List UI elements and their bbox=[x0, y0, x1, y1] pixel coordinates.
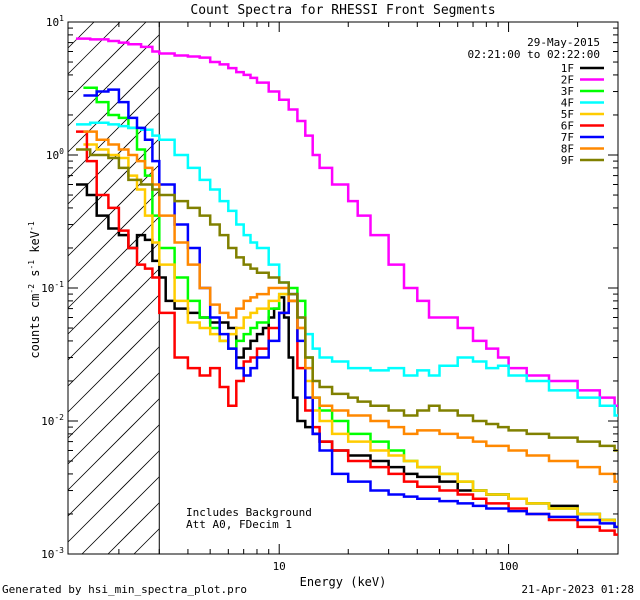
hatched-region bbox=[67, 21, 160, 555]
x-tick-labels: 10 100 bbox=[273, 560, 519, 573]
hatch-line bbox=[67, 86, 160, 179]
hatch-line bbox=[81, 476, 160, 555]
series-line-7F bbox=[83, 88, 618, 529]
y-tick-label: 10-1 bbox=[41, 280, 64, 295]
hatch-line bbox=[67, 346, 160, 439]
legend-label-9F: 9F bbox=[561, 154, 574, 167]
hatch-line bbox=[67, 320, 160, 413]
x-tick-label: 10 bbox=[273, 560, 286, 573]
hatch-line bbox=[67, 450, 160, 543]
y-tick-label: 10-2 bbox=[41, 413, 64, 428]
time-range-label: 02:21:00 to 02:22:00 bbox=[468, 48, 600, 61]
series-group bbox=[76, 37, 618, 536]
series-line-8F bbox=[83, 130, 618, 483]
date-label: 29-May-2015 bbox=[527, 36, 600, 49]
y-axis-label: counts cm-2 s-1 keV-1 bbox=[27, 221, 42, 358]
y-tick-label: 100 bbox=[46, 147, 64, 162]
y-tick-labels: 10-3 10-2 10-1 100 101 bbox=[41, 14, 64, 561]
hatch-line bbox=[67, 372, 160, 465]
legend-label-6F: 6F bbox=[561, 120, 574, 133]
legend-label-1F: 1F bbox=[561, 62, 574, 75]
hatch-line bbox=[67, 60, 160, 153]
legend-label-7F: 7F bbox=[561, 131, 574, 144]
series-line-9F bbox=[76, 148, 618, 452]
hatch-line bbox=[67, 164, 160, 257]
hatch-line bbox=[67, 242, 160, 335]
hatch-line bbox=[67, 268, 160, 361]
hatch-line bbox=[67, 21, 95, 49]
hatch-line bbox=[133, 528, 160, 555]
legend-label-5F: 5F bbox=[561, 108, 574, 121]
hatch-line bbox=[67, 21, 121, 75]
legend-label-4F: 4F bbox=[561, 97, 574, 110]
hatch-line bbox=[67, 21, 147, 101]
footer-timestamp: 21-Apr-2023 01:28 bbox=[521, 583, 634, 596]
series-line-2F bbox=[76, 37, 618, 408]
legend-label-3F: 3F bbox=[561, 85, 574, 98]
hatch-line bbox=[67, 398, 160, 491]
chart-title: Count Spectra for RHESSI Front Segments bbox=[190, 3, 495, 18]
x-tick-label: 100 bbox=[499, 560, 519, 573]
annotation-background: Includes Background bbox=[186, 506, 312, 519]
y-tick-label: 101 bbox=[46, 14, 64, 29]
x-axis-label: Energy (keV) bbox=[300, 575, 387, 589]
footer-generated-by: Generated by hsi_min_spectra_plot.pro bbox=[2, 583, 248, 596]
hatch-line bbox=[67, 34, 160, 127]
hatch-line bbox=[67, 424, 160, 517]
legend-label-8F: 8F bbox=[561, 143, 574, 156]
annotation-attenuator: Att A0, FDecim 1 bbox=[186, 518, 292, 531]
hatch-line bbox=[67, 216, 160, 309]
hatch-line bbox=[67, 294, 160, 387]
legend-label-2F: 2F bbox=[561, 74, 574, 87]
hatch-line bbox=[107, 502, 160, 555]
axis-ticks bbox=[68, 21, 619, 555]
y-tick-label: 10-3 bbox=[41, 546, 64, 561]
